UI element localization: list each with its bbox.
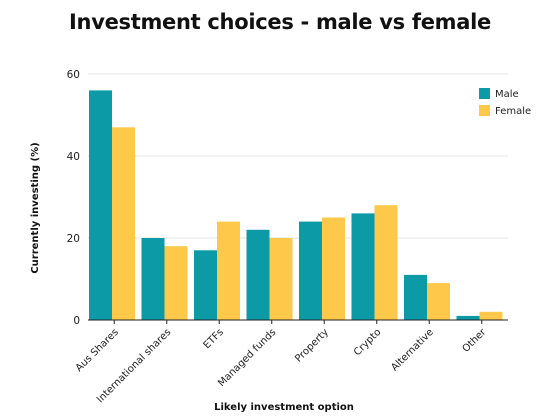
- x-tick-label: Property: [293, 327, 331, 365]
- y-tick-label: 20: [67, 233, 80, 245]
- y-axis-ticks: 0 20 40 60: [67, 69, 80, 327]
- x-axis-label: Likely investment option: [214, 402, 354, 413]
- bar-male: [351, 213, 375, 320]
- bar-male: [89, 90, 112, 321]
- bar-male: [194, 250, 217, 320]
- bar-female: [322, 217, 345, 320]
- x-tick-label: Alternative: [389, 327, 436, 374]
- legend-label-female: Female: [495, 106, 531, 117]
- x-tick-label: Other: [461, 326, 489, 354]
- bars: [89, 90, 503, 321]
- y-tick-label: 40: [67, 151, 80, 163]
- y-tick-label: 60: [67, 69, 80, 81]
- bar-female: [217, 221, 240, 320]
- bar-male: [404, 274, 427, 320]
- bar-female: [269, 238, 293, 320]
- gridlines: [88, 73, 508, 239]
- bar-female: [374, 205, 398, 320]
- legend-swatch-male: [479, 88, 490, 99]
- x-tick-label: ETFs: [202, 327, 226, 351]
- x-tick-label: Managed funds: [216, 327, 278, 389]
- bar-female: [112, 127, 135, 320]
- bar-male: [141, 238, 165, 320]
- legend: Male Female: [479, 88, 531, 117]
- chart-title: Investment choices - male vs female: [69, 10, 491, 34]
- x-tick-label: Aus Shares: [74, 327, 121, 374]
- y-axis-label: Currently investing (%): [30, 142, 41, 273]
- bar-male: [246, 229, 270, 320]
- bar-female: [479, 311, 503, 320]
- bar-female: [427, 283, 450, 320]
- y-tick-label: 0: [73, 315, 80, 327]
- legend-swatch-female: [479, 105, 490, 116]
- legend-label-male: Male: [495, 89, 519, 100]
- bar-female: [164, 246, 188, 320]
- x-tick-label: Crypto: [352, 327, 383, 358]
- bar-male: [299, 221, 322, 320]
- bar-male: [456, 315, 480, 320]
